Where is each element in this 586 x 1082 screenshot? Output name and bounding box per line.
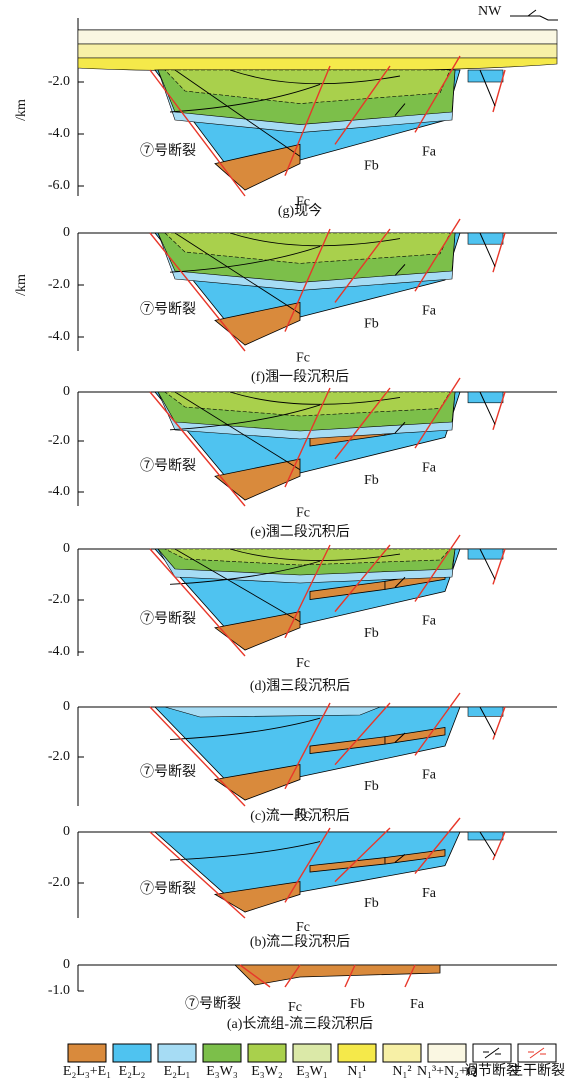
- legend-swatch: [338, 1044, 376, 1062]
- layer-e2l2: [468, 233, 503, 244]
- fault-label: Fb: [364, 779, 379, 794]
- legend-label: N₁¹: [347, 1064, 366, 1079]
- tick-label: -2.0: [48, 749, 70, 764]
- caption: (g)现今: [278, 203, 322, 219]
- tick-label: 0: [63, 225, 70, 240]
- tick-label: 0: [63, 699, 70, 714]
- fault-label: Fa: [422, 768, 437, 783]
- legend-swatch: [293, 1044, 331, 1062]
- fault-label: Fc: [296, 506, 310, 521]
- fault-label: Fb: [364, 896, 379, 911]
- layer-n11: [78, 58, 557, 71]
- fault-label: Fb: [364, 473, 379, 488]
- legend-swatch: [68, 1044, 106, 1062]
- layer-e2l2: [468, 707, 503, 716]
- legend-label: E₃W₂: [251, 1064, 283, 1079]
- legend-label: E₂L₃+E₁: [63, 1064, 111, 1079]
- fault-label: ⑦号断裂: [140, 143, 196, 159]
- fault-label: Fc: [296, 656, 310, 671]
- fault-label: Fb: [364, 317, 379, 332]
- tick-label: -2.0: [48, 433, 70, 448]
- fault-label: ⑦号断裂: [140, 881, 196, 897]
- direction-arrow: [510, 10, 558, 20]
- legend-label: E₂L₁: [164, 1064, 191, 1079]
- tick-label: 0: [63, 541, 70, 556]
- fault-label: Fa: [410, 997, 425, 1012]
- legend-swatch: [383, 1044, 421, 1062]
- tick-label: -4.0: [48, 329, 70, 344]
- fault-label: ⑦号断裂: [140, 458, 196, 474]
- legend-label: 主干断裂: [509, 1063, 565, 1079]
- fault-label: Fc: [288, 1000, 302, 1015]
- fault-label: Fb: [364, 159, 379, 174]
- layer-n12: [78, 44, 557, 58]
- fault-label: Fa: [422, 886, 437, 901]
- fault-label: ⑦号断裂: [140, 764, 196, 780]
- figure: NW -2.0 -4.0 -6.0 ⑦号断裂 Fc Fb Fa (g)现今 0 -2.0 -4.0 ⑦…: [0, 0, 586, 1082]
- layer-e2l2: [155, 707, 460, 800]
- legend-swatch: [158, 1044, 196, 1062]
- unit-label: /km: [14, 274, 29, 296]
- fault-label: ⑦号断裂: [140, 301, 196, 317]
- layer-e2l3: [235, 965, 440, 985]
- legend-label: N₁²: [392, 1064, 411, 1079]
- tick-label: -4.0: [48, 126, 70, 141]
- fault-label: Fa: [422, 303, 437, 318]
- tick-label: -6.0: [48, 178, 70, 193]
- tick-label: -2.0: [48, 277, 70, 292]
- tick-label: -4.0: [48, 644, 70, 659]
- tick-label: 0: [63, 957, 70, 972]
- tick-label: -2.0: [48, 74, 70, 89]
- layer-e2l2: [468, 70, 503, 82]
- fault-label: Fa: [422, 460, 437, 475]
- caption: (e)涠二段沉积后: [250, 524, 350, 540]
- tick-label: -4.0: [48, 484, 70, 499]
- unit-label: /km: [14, 99, 29, 121]
- layer-q: [78, 30, 557, 44]
- caption: (b)流二段沉积后: [250, 934, 350, 950]
- caption: (d)涠三段沉积后: [250, 678, 350, 694]
- layer-e2l2: [468, 392, 503, 403]
- legend-label: E₃W₃: [206, 1064, 238, 1079]
- layer-e2l2: [468, 549, 503, 559]
- fault-label: Fc: [296, 920, 310, 935]
- caption: (a)长流组-流三段沉积后: [227, 1016, 373, 1032]
- fault-label: ⑦号断裂: [185, 996, 241, 1012]
- tick-label: 0: [63, 824, 70, 839]
- fault-label: Fb: [364, 626, 379, 641]
- legend-label: E₂L₂: [119, 1064, 146, 1079]
- direction: NW: [478, 4, 502, 19]
- fault-label: Fc: [296, 350, 310, 365]
- legend-swatch: [113, 1044, 151, 1062]
- tick-label: -2.0: [48, 592, 70, 607]
- tick-label: -2.0: [48, 875, 70, 890]
- fault-label: ⑦号断裂: [140, 611, 196, 627]
- legend-swatch: [248, 1044, 286, 1062]
- layer-e2l2: [468, 832, 503, 840]
- legend-swatch: [428, 1044, 466, 1062]
- caption: (c)流一段沉积后: [250, 808, 350, 824]
- caption: (f)涠一段沉积后: [251, 369, 349, 385]
- fault-label: Fa: [422, 145, 437, 160]
- fault-label: Fa: [422, 614, 437, 629]
- tick-label: 0: [63, 384, 70, 399]
- legend-label: E₃W₁: [296, 1064, 328, 1079]
- tick-label: -1.0: [48, 983, 70, 998]
- legend-swatch: [203, 1044, 241, 1062]
- fault-label: Fb: [350, 997, 365, 1012]
